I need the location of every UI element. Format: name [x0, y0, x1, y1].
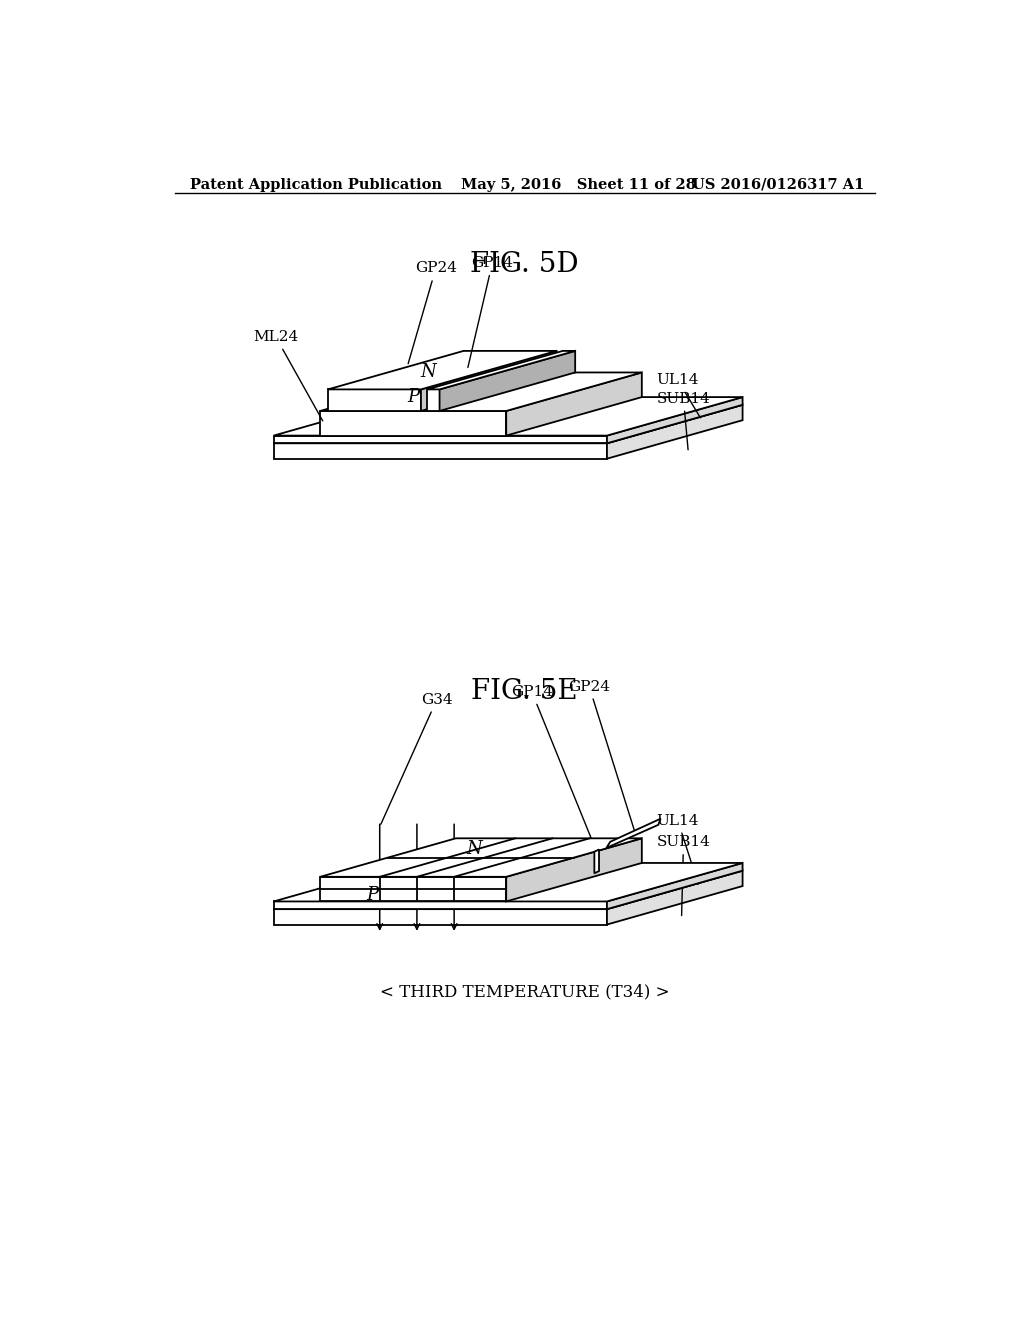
Polygon shape [439, 351, 575, 411]
Text: P: P [367, 886, 378, 904]
Text: SUB14: SUB14 [656, 392, 711, 450]
Text: GP14: GP14 [468, 256, 513, 367]
Text: < THIRD TEMPERATURE (T34) >: < THIRD TEMPERATURE (T34) > [380, 983, 670, 1001]
Text: SUB14: SUB14 [656, 836, 711, 916]
Polygon shape [427, 351, 575, 389]
Text: FIG. 5E: FIG. 5E [471, 678, 579, 705]
Polygon shape [607, 863, 742, 909]
Text: US 2016/0126317 A1: US 2016/0126317 A1 [692, 178, 864, 191]
Polygon shape [273, 436, 607, 444]
Polygon shape [321, 372, 642, 411]
Polygon shape [328, 351, 557, 389]
Text: P: P [407, 388, 419, 407]
Text: G34: G34 [381, 693, 453, 824]
Polygon shape [273, 397, 742, 436]
Polygon shape [273, 444, 607, 459]
Polygon shape [506, 838, 642, 902]
Text: N: N [466, 840, 482, 858]
Polygon shape [273, 405, 742, 444]
Text: May 5, 2016   Sheet 11 of 28: May 5, 2016 Sheet 11 of 28 [461, 178, 696, 191]
Polygon shape [321, 876, 506, 902]
Polygon shape [421, 351, 557, 411]
Text: UL14: UL14 [656, 813, 699, 884]
Polygon shape [607, 405, 742, 459]
Polygon shape [607, 397, 742, 444]
Text: ML24: ML24 [253, 330, 323, 421]
Polygon shape [273, 863, 742, 902]
Polygon shape [607, 871, 742, 924]
Polygon shape [273, 871, 742, 909]
Text: Patent Application Publication: Patent Application Publication [190, 178, 442, 191]
Polygon shape [273, 902, 607, 909]
Polygon shape [427, 389, 439, 411]
Polygon shape [606, 818, 660, 847]
Text: GP24: GP24 [409, 261, 457, 363]
Text: UL14: UL14 [656, 374, 700, 418]
Text: GP24: GP24 [568, 680, 634, 830]
Text: FIG. 5D: FIG. 5D [470, 251, 580, 277]
Polygon shape [328, 389, 421, 411]
Polygon shape [321, 411, 506, 436]
Polygon shape [594, 850, 599, 874]
Text: N: N [421, 363, 436, 381]
Polygon shape [273, 909, 607, 924]
Polygon shape [321, 838, 642, 876]
Text: GP14: GP14 [511, 685, 596, 849]
Polygon shape [506, 372, 642, 436]
